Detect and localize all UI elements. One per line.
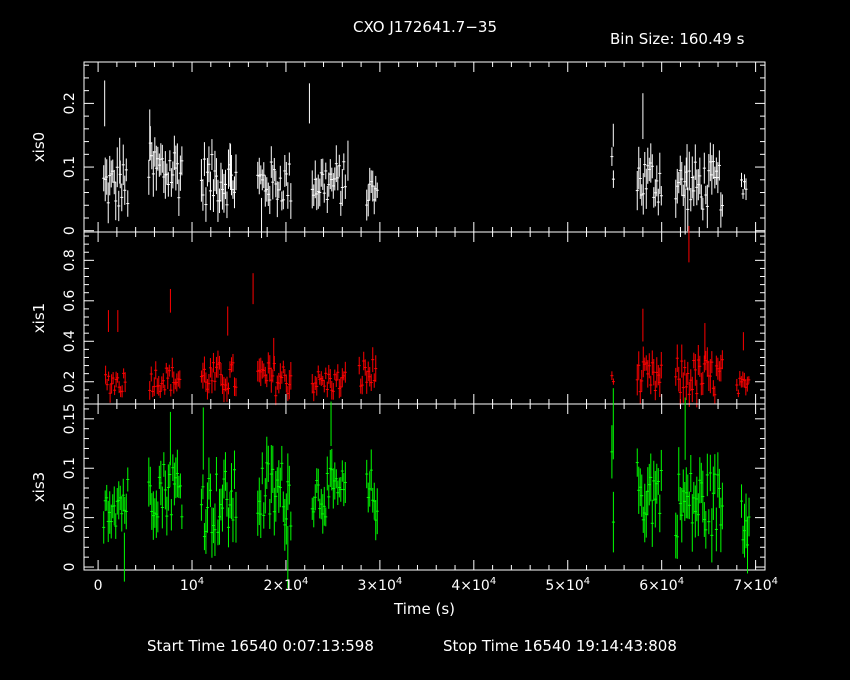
x-tick-label: 5×104 — [545, 576, 590, 594]
x-tick-label: 7×104 — [733, 576, 778, 594]
x-tick-label: 0 — [94, 578, 103, 594]
bin-size-label: Bin Size: 160.49 s — [610, 30, 745, 48]
y-tick-label-xis3: 0.05 — [62, 502, 78, 533]
y-tick-label-xis0: 0.2 — [62, 92, 78, 114]
x-tick-label: 104 — [180, 576, 204, 594]
x-axis-label: Time (s) — [393, 600, 455, 618]
y-tick-label-xis3: 0.15 — [62, 403, 78, 434]
y-axis-label-xis3: xis3 — [30, 472, 48, 502]
panel-frame-xis1 — [83, 231, 766, 405]
y-axis-label-xis1: xis1 — [30, 303, 48, 333]
chart-title: CXO J172641.7−35 — [352, 18, 498, 36]
y-axis-label-xis0: xis0 — [30, 132, 48, 162]
start-time-label: Start Time 16540 0:07:13:598 — [147, 637, 374, 655]
y-tick-label-xis0: 0 — [62, 226, 78, 235]
x-tick-label: 2×104 — [264, 576, 309, 594]
y-tick-label-xis1: 0.2 — [62, 371, 78, 393]
y-tick-label-xis3: 0.1 — [62, 457, 78, 479]
y-tick-label-xis1: 0.4 — [62, 330, 78, 352]
y-tick-label-xis3: 0 — [62, 563, 78, 572]
x-tick-label: 3×104 — [357, 576, 402, 594]
panel-frame-xis3 — [83, 403, 766, 571]
y-tick-label-xis1: 0.8 — [62, 249, 78, 271]
panel-frame-xis0 — [83, 61, 766, 233]
x-tick-label: 6×104 — [639, 576, 684, 594]
y-tick-label-xis0: 0.1 — [62, 156, 78, 178]
x-tick-label: 4×104 — [451, 576, 496, 594]
y-tick-label-xis1: 0.6 — [62, 290, 78, 312]
stop-time-label: Stop Time 16540 19:14:43:808 — [443, 637, 677, 655]
